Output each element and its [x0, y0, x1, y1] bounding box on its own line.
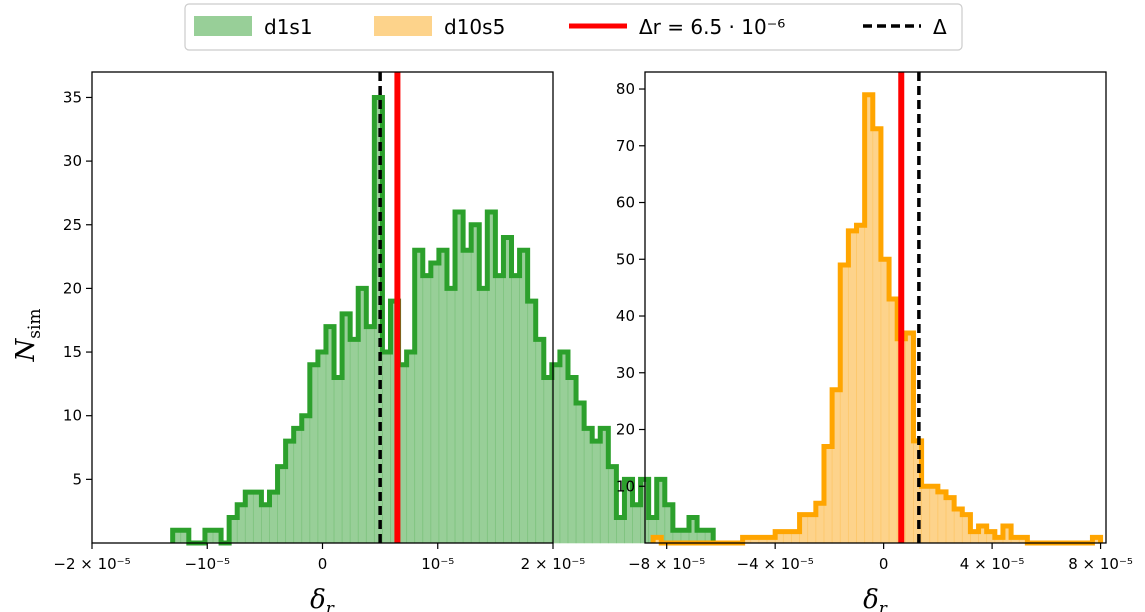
legend-swatch-d1s1 — [194, 16, 252, 36]
legend: d1s1 d10s5 Δr = 6.5 · 10⁻⁶ Δ — [184, 3, 963, 51]
y-tick-label: 50 — [616, 250, 635, 268]
histogram-bar — [632, 504, 641, 544]
y-tick-label: 25 — [63, 216, 82, 234]
axes-frame — [644, 71, 1107, 544]
histogram-bar — [365, 326, 375, 544]
x-tick-label: −2 × 10⁻⁵ — [53, 555, 130, 573]
histogram-bar — [807, 514, 817, 544]
histogram-bar — [503, 237, 512, 544]
y-tick-label: 35 — [63, 88, 82, 106]
y-tick-label: 20 — [63, 279, 82, 297]
y-tick-label: 15 — [63, 343, 82, 361]
x-tick-label: 2 × 10⁻⁵ — [521, 555, 586, 573]
histogram-bar — [333, 377, 343, 544]
histogram-bar — [495, 275, 504, 544]
histogram-bars-d10s5 — [652, 94, 1101, 544]
legend-label-delta-r: Δr = 6.5 · 10⁻⁶ — [639, 15, 785, 39]
x-tick-label: −8 × 10⁻⁵ — [628, 555, 705, 573]
y-tick-label: 80 — [616, 80, 635, 98]
x-tick-label: 0 — [318, 555, 328, 573]
legend-label-d1s1: d1s1 — [264, 15, 313, 39]
y-tick-label: 30 — [63, 152, 82, 170]
histogram-bar — [848, 230, 857, 544]
histogram-bar — [422, 275, 432, 544]
legend-label-delta: Δ — [933, 15, 947, 39]
histogram-bar — [349, 339, 359, 544]
y-tick-label: 40 — [616, 307, 635, 325]
y-tick-label: 20 — [616, 421, 635, 439]
histogram-bar — [880, 258, 890, 544]
histogram-bar — [856, 224, 865, 544]
x-tick-label: −10⁻⁵ — [184, 555, 230, 573]
histogram-panel-d1s1: −2 × 10⁻⁵ −10⁻⁵ 0 10⁻⁵ 2 × 10⁻⁵ 5 10 15 20 25 30 3… — [11, 71, 730, 612]
x-tick-label: 8 × 10⁻⁵ — [1068, 555, 1133, 573]
histogram-panel-d10s5: −8 × 10⁻⁵ −4 × 10⁻⁵ 0 4 × 10⁻⁵ 8 × 10⁻⁵ 10 20… — [616, 71, 1133, 612]
x-axis-ticks: −2 × 10⁻⁵ −10⁻⁵ 0 10⁻⁵ 2 × 10⁻⁵ — [53, 543, 585, 573]
histogram-bar — [583, 428, 593, 544]
y-tick-label: 60 — [616, 194, 635, 212]
histogram-bar — [462, 249, 472, 544]
x-axis-ticks: −8 × 10⁻⁵ −4 × 10⁻⁵ 0 4 × 10⁻⁵ 8 × 10⁻⁵ — [628, 543, 1133, 573]
histogram-step-outline-d10s5 — [650, 92, 1104, 546]
histogram-bar — [543, 377, 553, 544]
histogram-bar — [317, 351, 327, 544]
histogram-bar — [559, 351, 569, 544]
histogram-bar — [261, 504, 270, 544]
histogram-bars-d1s1 — [172, 97, 714, 544]
x-axis-label: δr — [863, 585, 888, 612]
histogram-bar — [921, 485, 931, 544]
histogram-bar — [406, 351, 416, 544]
histogram-bar — [616, 517, 625, 544]
histogram-bar — [478, 288, 488, 544]
y-tick-label: 10 — [616, 477, 635, 495]
y-tick-label: 5 — [72, 470, 82, 488]
histogram-bar — [591, 440, 601, 544]
y-axis-ticks: 10 20 30 40 50 60 70 80 — [616, 80, 645, 495]
y-tick-label: 30 — [616, 364, 635, 382]
histogram-bar — [929, 485, 939, 544]
x-tick-label: −4 × 10⁻⁵ — [737, 555, 814, 573]
y-axis-ticks: 5 10 15 20 25 30 35 — [63, 88, 92, 488]
histogram-bar — [301, 415, 311, 544]
legend-label-d10s5: d10s5 — [444, 15, 505, 39]
y-axis-label: Nsim — [11, 308, 45, 362]
y-tick-label: 70 — [616, 137, 635, 155]
x-tick-label: 10⁻⁵ — [421, 555, 454, 573]
histogram-bar — [293, 428, 303, 544]
histogram-bar — [438, 249, 448, 544]
histogram-step-outline-d1s1 — [170, 94, 730, 546]
histogram-bar — [382, 351, 391, 544]
histogram-bar — [430, 262, 440, 544]
y-tick-label: 10 — [63, 407, 82, 425]
x-axis-label: δr — [310, 585, 335, 612]
histogram-bar — [446, 288, 456, 544]
x-tick-label: 4 × 10⁻⁵ — [960, 555, 1025, 573]
x-tick-label: 0 — [879, 555, 889, 573]
histogram-bar — [511, 275, 520, 544]
legend-swatch-d10s5 — [374, 16, 432, 36]
